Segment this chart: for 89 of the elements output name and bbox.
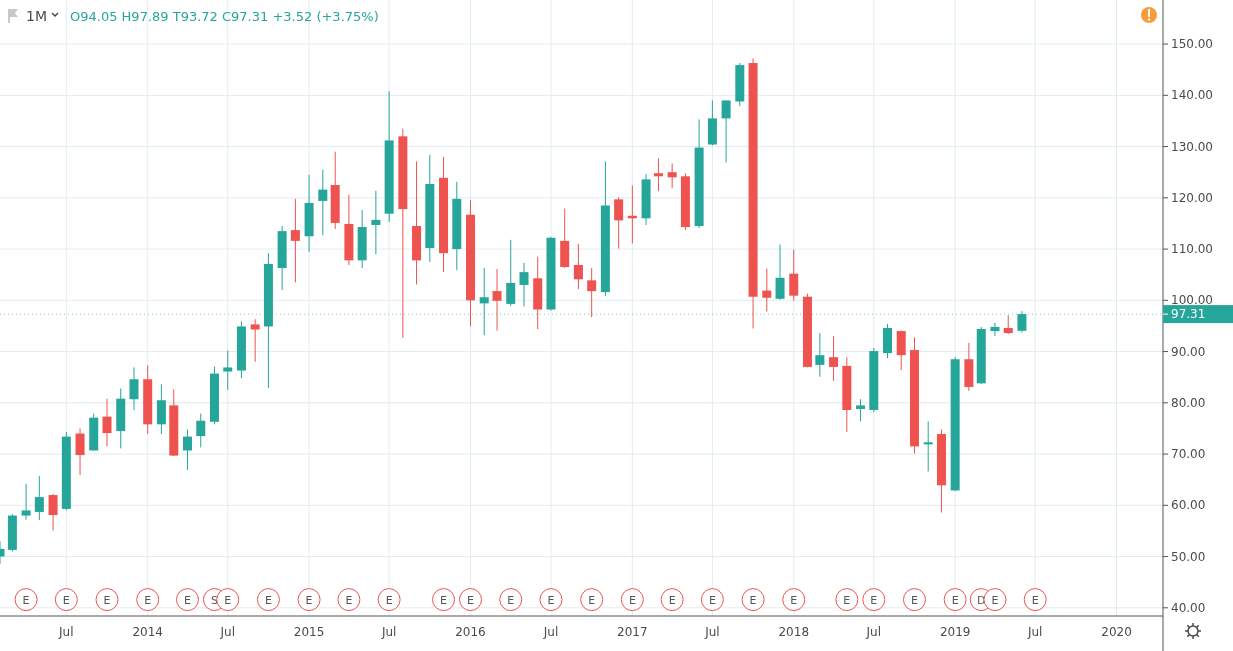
y-tick-label: 40.00 (1171, 600, 1206, 615)
x-tick-label: 2016 (455, 625, 486, 639)
annotation: E (62, 593, 70, 607)
candlestick (250, 318, 260, 363)
annotation: E (951, 593, 959, 607)
annotation: E (345, 593, 353, 607)
candlestick (829, 335, 839, 382)
candlestick (129, 366, 139, 411)
annotation: E (628, 593, 636, 607)
x-tick-label: 2017 (617, 625, 648, 639)
candlestick (102, 398, 112, 447)
x-tick-label: 2018 (778, 625, 810, 639)
y-tick-label: 60.00 (1171, 498, 1206, 513)
candlestick (573, 243, 583, 290)
annotation: E (467, 593, 475, 607)
y-tick-label: 130.00 (1171, 139, 1213, 154)
x-tick-label: Jul (219, 625, 235, 639)
annotation: E (507, 593, 515, 607)
candlestick (48, 493, 58, 531)
candlestick (21, 483, 31, 521)
candlestick (721, 99, 731, 163)
y-tick-label: 50.00 (1171, 549, 1206, 564)
x-tick-label: 2015 (293, 625, 325, 639)
y-tick-label: 150.00 (1171, 37, 1213, 52)
annotation: E (991, 593, 999, 607)
x-tick-label: 2020 (1101, 625, 1132, 639)
annotation: E (547, 593, 555, 607)
annotation: E (305, 593, 313, 607)
annotation: E (224, 593, 232, 607)
candlestick (1017, 310, 1027, 333)
annotation: E (144, 593, 152, 607)
candlestick (519, 262, 529, 307)
candlestick (479, 267, 489, 336)
candlestick (223, 350, 233, 391)
annotation: E (22, 593, 30, 607)
candlestick (856, 398, 866, 422)
annotation: E (911, 593, 918, 607)
x-tick-label: Jul (58, 625, 74, 639)
y-tick-label: 140.00 (1171, 88, 1213, 103)
annotation: E (843, 593, 851, 607)
candlestick (775, 243, 785, 301)
y-tick-label: 100.00 (1171, 293, 1213, 308)
candlestick (492, 268, 502, 332)
annotation: E (1031, 593, 1039, 607)
candlestick (34, 475, 44, 521)
x-tick-label: Jul (1026, 625, 1043, 639)
annotation: E (588, 593, 596, 607)
candlestick (815, 332, 825, 378)
candlestick (196, 413, 206, 448)
annotation: S (210, 593, 218, 607)
y-tick-label: 70.00 (1171, 447, 1206, 462)
annotation: E (440, 593, 448, 607)
annotation: E (870, 593, 878, 607)
candlestick (75, 427, 85, 476)
candlestick (371, 190, 381, 255)
x-tick-label: Jul (542, 625, 559, 639)
candlestick (653, 157, 663, 192)
text: 1M (26, 8, 47, 24)
y-tick-label: 110.00 (1171, 242, 1213, 257)
candlestick (506, 239, 516, 307)
candlestick (990, 322, 1000, 337)
y-tick-label: 90.00 (1171, 344, 1206, 359)
annotation: E (385, 593, 393, 607)
x-tick-label: Jul (704, 625, 720, 639)
candlestick (183, 428, 192, 471)
candlestick (762, 268, 772, 313)
ref-line-label: 97.31 (1171, 307, 1206, 322)
candlestick (667, 162, 677, 189)
x-tick-label: 2014 (132, 625, 163, 639)
y-tick-label: 120.00 (1171, 190, 1213, 205)
annotation: E (103, 593, 111, 607)
x-tick-label: 2019 (939, 625, 971, 639)
annotation: E (264, 593, 272, 607)
annotation: E (790, 593, 798, 607)
annotation: E (708, 593, 716, 607)
candlestick (318, 169, 328, 236)
candlestick (923, 420, 933, 472)
candlestick (587, 267, 597, 318)
annotation: E (184, 593, 192, 607)
annotation: E (668, 593, 676, 607)
candlestick (789, 249, 799, 302)
x-tick-label: Jul (865, 625, 882, 639)
candlestick (290, 198, 300, 283)
y-tick-label: 80.00 (1171, 395, 1206, 410)
annotation: E (749, 593, 757, 607)
x-tick-label: Jul (380, 625, 397, 639)
text: O94.05 H97.89 T93.72 C97.31 +3.52 (+3.75%) (70, 9, 379, 24)
candlestick (614, 196, 624, 250)
candlestick (1003, 314, 1013, 335)
